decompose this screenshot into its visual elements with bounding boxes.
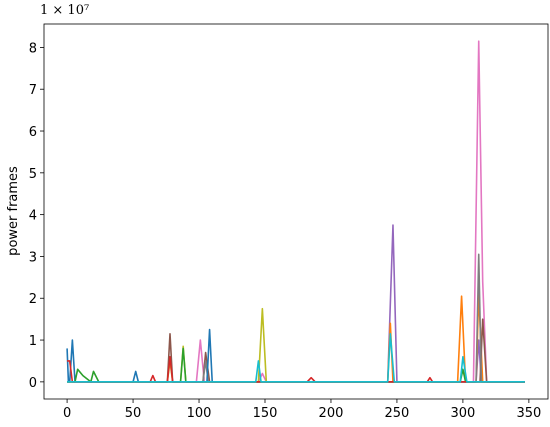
x-tick-label: 100 [187, 406, 212, 421]
y-axis-label: power frames [6, 166, 21, 256]
series-line [67, 318, 525, 383]
y-tick-label: 4 [29, 209, 37, 224]
y-offset-label: 1 × 10⁷ [40, 3, 89, 18]
y-tick-label: 8 [29, 41, 37, 56]
series-line [66, 328, 525, 383]
series-line [67, 332, 525, 383]
x-tick-label: 150 [253, 406, 278, 421]
y-tick-label: 6 [29, 125, 37, 140]
y-tick-label: 5 [29, 167, 37, 182]
y-tick-label: 2 [29, 292, 37, 307]
series-line [67, 355, 525, 383]
x-tick-label: 200 [319, 406, 344, 421]
y-tick-label: 7 [29, 83, 37, 98]
x-tick-label: 0 [63, 406, 71, 421]
series-line [67, 253, 525, 383]
series-line [67, 40, 525, 383]
y-tick-label: 3 [29, 250, 37, 265]
x-tick-label: 250 [385, 406, 410, 421]
x-tick-label: 50 [125, 406, 142, 421]
series-line [67, 347, 525, 383]
plot-frame [43, 23, 549, 400]
y-tick-label: 0 [29, 376, 37, 391]
y-tick-label: 1 [29, 334, 37, 349]
series-line [67, 293, 525, 383]
series-line [67, 224, 525, 383]
x-tick-label: 300 [450, 406, 475, 421]
x-tick-label: 350 [516, 406, 541, 421]
